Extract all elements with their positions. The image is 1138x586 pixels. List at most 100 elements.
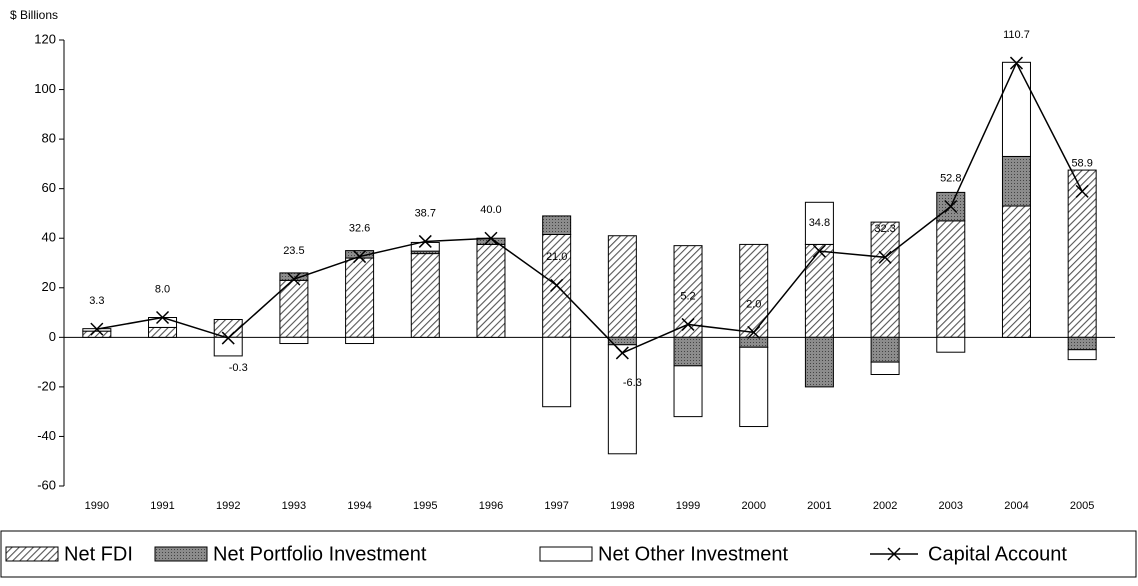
bar-segment — [82, 330, 112, 338]
bar-segment — [739, 243, 769, 338]
marker — [1009, 56, 1024, 70]
data-label: 23.5 — [283, 245, 304, 257]
data-label: 2.0 — [746, 298, 761, 310]
y-tick-label: 120 — [34, 31, 56, 46]
x-tick-label: 1996 — [479, 500, 503, 512]
bar-segment — [804, 336, 834, 388]
bar-segment — [673, 245, 703, 338]
bar-segment — [345, 257, 375, 338]
marker — [878, 250, 892, 264]
x-tick-label: 1999 — [676, 500, 700, 512]
legend-marker — [887, 547, 901, 561]
y-tick-label: -60 — [37, 477, 56, 492]
data-label: -0.3 — [229, 362, 248, 374]
marker — [1075, 184, 1089, 198]
x-tick-label: 1998 — [610, 500, 634, 512]
y-tick-label: 40 — [42, 230, 56, 245]
marker — [90, 322, 104, 336]
bar-segment — [739, 346, 769, 428]
marker — [484, 231, 498, 245]
x-tick-label: 2005 — [1070, 500, 1094, 512]
bar-segment — [936, 220, 966, 338]
y-tick-label: 0 — [49, 329, 56, 344]
bar-segment — [804, 243, 834, 338]
marker — [287, 272, 301, 286]
marker — [353, 250, 367, 264]
bar-segment — [1067, 169, 1097, 338]
marker — [156, 310, 170, 325]
y-tick-label: 100 — [34, 81, 56, 96]
bar-segment — [673, 336, 703, 367]
marker — [221, 331, 235, 345]
bar-segment — [607, 344, 637, 455]
bar-segment — [1001, 155, 1031, 207]
bar-segment — [279, 272, 309, 281]
data-label: 58.9 — [1071, 157, 1092, 169]
marker — [550, 278, 564, 292]
x-tick-label: 1992 — [216, 500, 240, 512]
capital-account-line — [96, 61, 1083, 354]
bar-segment — [213, 336, 243, 357]
data-label: 52.8 — [940, 172, 961, 184]
legend-box — [0, 530, 1137, 578]
y-tick-label: 20 — [42, 279, 56, 294]
x-tick-label: 1991 — [150, 500, 174, 512]
data-label: 8.0 — [155, 283, 170, 295]
bar-segment — [542, 336, 572, 408]
x-tick-label: 2001 — [807, 500, 831, 512]
data-label: 38.7 — [415, 207, 436, 219]
marker — [615, 346, 629, 360]
bar-segment — [936, 336, 966, 353]
bar-segment — [1001, 205, 1031, 338]
bar-segment — [410, 253, 440, 338]
y-tick-label: 80 — [42, 131, 56, 146]
legend-swatch — [5, 546, 59, 562]
bar-segment — [345, 250, 375, 259]
x-tick-label: 1997 — [544, 500, 568, 512]
bar-segment — [345, 336, 375, 345]
y-tick-label: 60 — [42, 180, 56, 195]
legend-label: Capital Account — [928, 543, 1067, 565]
data-label: -6.3 — [623, 377, 642, 389]
bar-segment — [476, 243, 506, 338]
y-tick-label: -40 — [37, 428, 56, 443]
bar-segment — [673, 365, 703, 418]
bar-segment — [148, 326, 178, 338]
bar-segment — [870, 221, 900, 338]
y-axis-label: $ Billions — [10, 8, 58, 22]
marker — [944, 199, 958, 214]
data-label: 40.0 — [480, 204, 501, 216]
legend-swatch — [154, 546, 208, 562]
x-tick-label: 2000 — [741, 500, 765, 512]
bar-segment — [279, 336, 309, 345]
legend-label: Net Portfolio Investment — [213, 543, 427, 565]
bar-segment — [804, 201, 834, 245]
bar-segment — [607, 235, 637, 338]
bar-segment — [1001, 61, 1031, 157]
data-label: 5.2 — [680, 290, 695, 302]
bar-segment — [1067, 349, 1097, 361]
data-label: 21.0 — [546, 251, 567, 263]
x-tick-label: 1995 — [413, 500, 437, 512]
marker — [747, 325, 761, 339]
data-label: 32.3 — [874, 223, 895, 235]
marker — [812, 244, 826, 258]
x-tick-label: 1990 — [85, 500, 109, 512]
bar-segment — [870, 361, 900, 376]
legend-label: Net FDI — [64, 543, 133, 565]
bar-segment — [870, 336, 900, 363]
marker — [681, 317, 695, 331]
x-tick-label: 2002 — [873, 500, 897, 512]
bar-segment — [542, 215, 572, 236]
x-tick-label: 1994 — [347, 500, 371, 512]
data-label: 3.3 — [89, 295, 104, 307]
x-tick-label: 2004 — [1004, 500, 1028, 512]
data-label: 34.8 — [809, 217, 830, 229]
legend-swatch — [539, 546, 593, 562]
bar-segment — [739, 336, 769, 348]
data-label: 32.6 — [349, 222, 370, 234]
y-tick-label: -20 — [37, 378, 56, 393]
bar-segment — [1067, 336, 1097, 351]
data-label: 110.7 — [1003, 29, 1030, 41]
